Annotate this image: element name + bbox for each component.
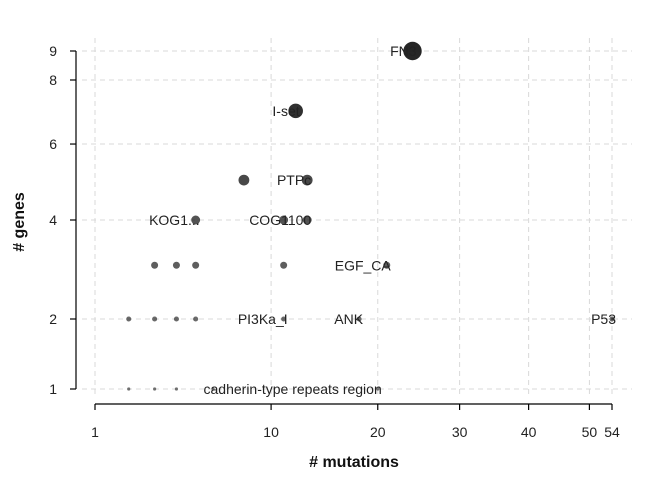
- point-label: ANK: [334, 311, 363, 327]
- point-label: COG1100: [249, 212, 311, 228]
- data-point: [151, 261, 159, 269]
- x-axis-title: # mutations: [309, 454, 399, 471]
- y-tick-label: 1: [49, 381, 57, 397]
- data-point: [126, 316, 132, 322]
- x-tick-label: 1: [91, 424, 99, 440]
- y-axis-ticks: 1 2 4 6 8 9: [49, 43, 76, 397]
- x-tick-label: 30: [452, 424, 468, 440]
- data-point: [609, 316, 615, 322]
- data-point: [173, 316, 179, 322]
- data-point: [193, 316, 199, 322]
- y-tick-label: 6: [49, 136, 57, 152]
- data-point: [279, 215, 289, 225]
- x-tick-label: 40: [521, 424, 537, 440]
- x-tick-label: 10: [263, 424, 279, 440]
- point-label: cadherin-type repeats region: [204, 381, 382, 397]
- x-tick-label: 54: [604, 424, 620, 440]
- data-point: [152, 316, 158, 322]
- y-tick-label: 8: [49, 72, 57, 88]
- data-point: [127, 387, 131, 391]
- point-label: PI3Ka_I: [238, 311, 288, 327]
- y-tick-label: 9: [49, 43, 57, 59]
- point-label: I-set: [272, 103, 299, 119]
- point-label: PTPc: [277, 172, 311, 188]
- data-point: [288, 103, 303, 119]
- data-point: [356, 316, 362, 322]
- data-point: [281, 316, 287, 322]
- x-tick-label: 20: [370, 424, 386, 440]
- x-tick-label: 50: [582, 424, 598, 440]
- data-point: [153, 387, 157, 391]
- point-label: FN3: [390, 43, 417, 59]
- y-tick-label: 2: [49, 311, 57, 327]
- grid: [82, 38, 632, 398]
- data-points: [126, 41, 615, 391]
- data-point: [280, 261, 288, 269]
- data-point: [302, 215, 312, 225]
- x-axis-ticks: 1 10 20 30 40 50 54: [91, 404, 620, 440]
- data-point: [192, 261, 200, 269]
- point-label: P53: [591, 311, 616, 327]
- data-point: [238, 174, 250, 186]
- y-axis-title: # genes: [11, 192, 28, 252]
- data-point: [383, 261, 391, 269]
- y-tick-label: 4: [49, 212, 57, 228]
- data-point: [211, 387, 215, 391]
- data-point: [301, 174, 313, 186]
- point-labels: FN3 I-set PTPc KOG1... COG1100 EGF_CA PI3Ka_I A…: [149, 43, 616, 397]
- data-point: [403, 41, 422, 61]
- point-label: EGF_CA: [335, 257, 392, 273]
- data-point: [172, 261, 180, 269]
- data-point: [376, 387, 380, 391]
- data-point: [174, 387, 179, 391]
- data-point: [191, 215, 201, 225]
- point-label: KOG1...: [149, 212, 200, 228]
